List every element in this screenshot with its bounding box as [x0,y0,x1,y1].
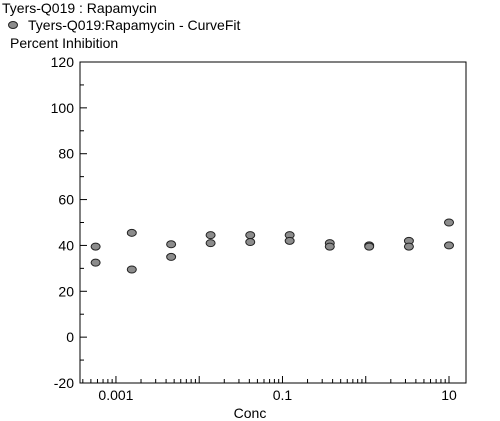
y-tick-label: 20 [58,283,74,299]
x-axis-label: Conc [233,405,267,421]
chart-title: Tyers-Q019 : Rapamycin [2,0,157,16]
data-point [126,265,137,274]
y-axis-label: Percent Inhibition [10,35,119,51]
data-point [364,242,375,251]
legend-marker-icon [8,21,18,29]
data-point [403,242,414,251]
data-point [205,239,216,248]
data-point [166,240,177,249]
legend: Tyers-Q019:Rapamycin - CurveFit [8,17,240,33]
y-tick-label: 120 [51,54,75,70]
data-point [126,228,137,237]
y-tick-label: 40 [58,237,74,253]
y-tick-label: 80 [58,146,74,162]
y-tick-label: 0 [66,329,74,345]
data-point [205,231,216,240]
data-point [444,241,455,250]
data-point [444,218,455,227]
x-tick-label: 10 [441,387,457,403]
data-point [324,242,335,251]
data-point [245,231,256,240]
y-tick-label: 100 [51,100,75,116]
x-tick-label: 0.001 [98,387,133,403]
data-point [166,252,177,261]
x-tick-label: 0.1 [273,387,293,403]
y-tick-label: -20 [54,375,74,391]
legend-entry: Tyers-Q019:Rapamycin - CurveFit [28,17,241,33]
plot-frame [79,61,467,384]
y-tick-label: 60 [58,192,74,208]
data-point [245,237,256,246]
data-point [284,236,295,245]
data-point [90,242,101,251]
data-point [90,258,101,267]
